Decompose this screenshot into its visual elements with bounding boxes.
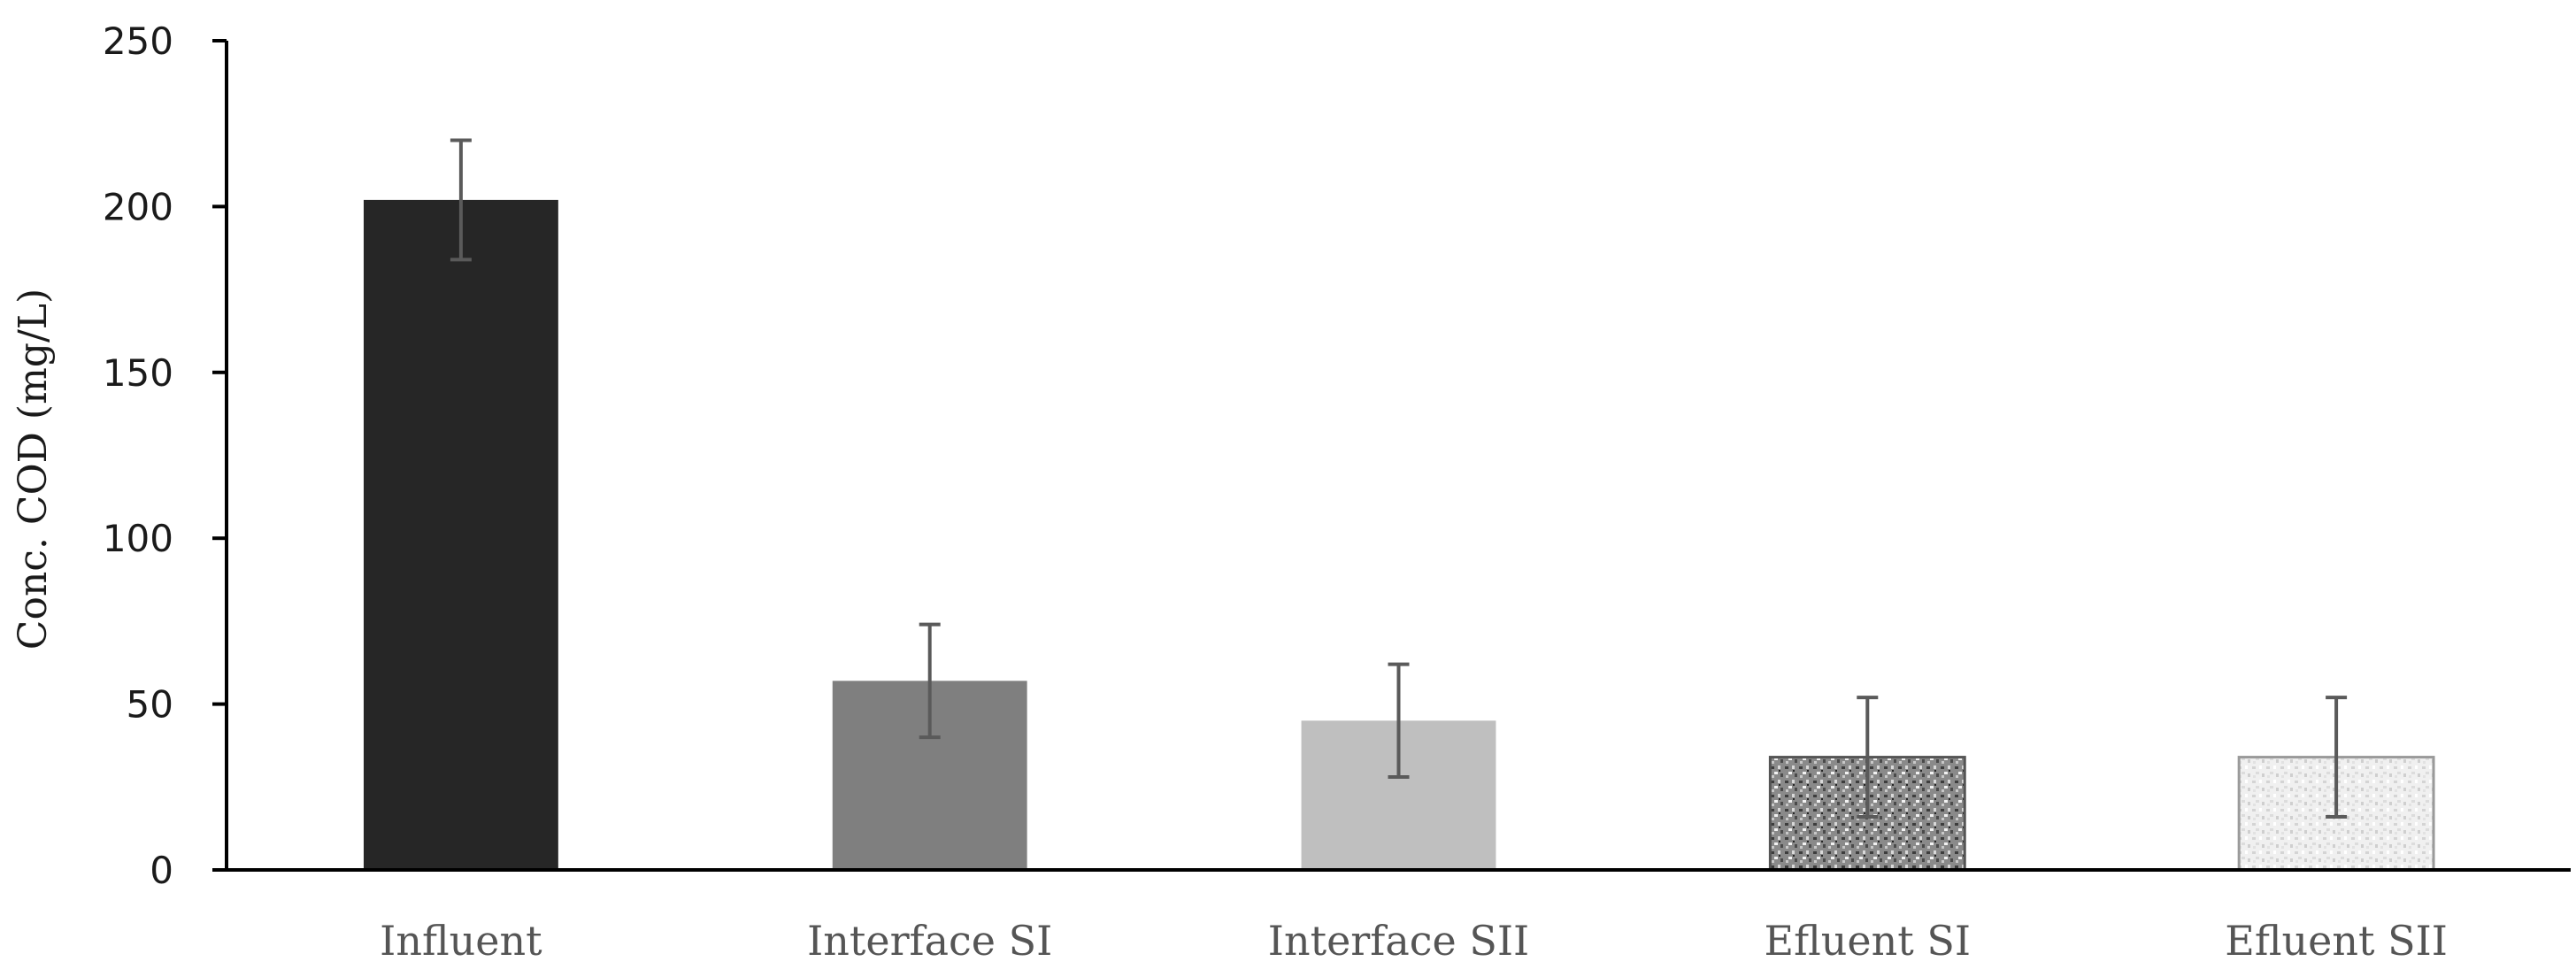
- y-axis-title: Conc. COD (mg/L): [11, 288, 56, 650]
- x-category-label: Influent: [380, 917, 542, 965]
- y-tick-label: 0: [150, 849, 173, 892]
- x-category-label: Efluent SI: [1765, 917, 1972, 965]
- error-bars: [450, 138, 2348, 819]
- y-axis: 0 50 100 150 200 250: [103, 19, 228, 892]
- y-tick-label: 250: [103, 19, 173, 63]
- x-category-label: Efluent SII: [2225, 917, 2448, 965]
- y-tick-label: 50: [127, 683, 173, 727]
- y-tick-label: 100: [103, 517, 173, 560]
- x-category-label: Interface SII: [1268, 917, 1529, 965]
- x-axis: Influent Interface SI Interface SII Efluent…: [227, 868, 2571, 965]
- x-category-label: Interface SI: [807, 917, 1052, 965]
- y-tick-label: 150: [103, 351, 173, 395]
- bar: [363, 199, 558, 871]
- y-tick-label: 200: [103, 185, 173, 228]
